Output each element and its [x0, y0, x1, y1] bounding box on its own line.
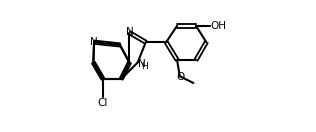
Text: H: H — [141, 62, 148, 70]
Text: N: N — [89, 37, 97, 46]
Text: OH: OH — [210, 21, 226, 31]
Text: Cl: Cl — [98, 98, 108, 108]
Text: N: N — [126, 27, 134, 37]
Text: O: O — [176, 72, 185, 82]
Text: N: N — [138, 59, 146, 69]
